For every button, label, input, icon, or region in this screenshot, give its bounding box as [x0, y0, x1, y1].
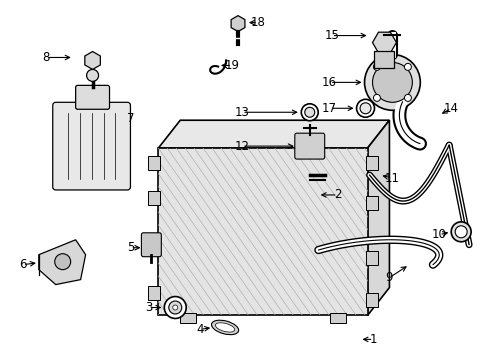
Bar: [329, 314, 345, 323]
Circle shape: [172, 305, 178, 310]
Circle shape: [404, 63, 410, 70]
Bar: [374, 50, 394, 68]
Ellipse shape: [211, 320, 238, 335]
Text: 2: 2: [333, 188, 341, 202]
FancyBboxPatch shape: [141, 233, 161, 257]
FancyBboxPatch shape: [76, 85, 109, 109]
Text: 6: 6: [19, 258, 26, 271]
Text: 4: 4: [196, 323, 203, 336]
Text: 8: 8: [42, 51, 49, 64]
Text: 13: 13: [234, 106, 249, 119]
Text: 19: 19: [224, 59, 239, 72]
Bar: [148, 156, 160, 170]
Bar: [148, 285, 160, 300]
Circle shape: [304, 107, 314, 117]
Bar: [148, 191, 160, 205]
Text: 12: 12: [234, 140, 249, 153]
Text: 15: 15: [324, 29, 338, 42]
Polygon shape: [158, 120, 388, 148]
Circle shape: [356, 99, 374, 117]
FancyBboxPatch shape: [53, 102, 130, 190]
Circle shape: [373, 63, 380, 70]
Circle shape: [168, 301, 182, 314]
Circle shape: [373, 94, 380, 102]
Text: 14: 14: [443, 102, 458, 115]
Circle shape: [359, 103, 370, 114]
Text: 16: 16: [322, 76, 337, 89]
Bar: [365, 293, 378, 306]
Text: 9: 9: [385, 271, 392, 284]
Circle shape: [454, 226, 466, 238]
Bar: [365, 156, 378, 170]
Circle shape: [404, 94, 410, 102]
Circle shape: [372, 62, 411, 102]
Bar: [158, 148, 367, 315]
Text: 10: 10: [431, 228, 446, 241]
Circle shape: [164, 297, 186, 319]
Bar: [365, 251, 378, 265]
Ellipse shape: [215, 323, 234, 332]
Circle shape: [301, 104, 318, 121]
Circle shape: [450, 222, 470, 242]
Polygon shape: [367, 120, 388, 315]
Bar: [365, 196, 378, 210]
Text: 11: 11: [384, 171, 399, 185]
Circle shape: [86, 69, 99, 81]
Polygon shape: [39, 240, 85, 285]
Text: 5: 5: [126, 241, 134, 254]
Text: 7: 7: [126, 112, 134, 125]
Bar: [148, 241, 160, 255]
Circle shape: [364, 54, 420, 110]
Bar: [180, 314, 196, 323]
FancyBboxPatch shape: [294, 133, 324, 159]
Circle shape: [55, 254, 71, 270]
Text: 18: 18: [250, 16, 265, 29]
Text: 3: 3: [144, 301, 152, 314]
Text: 1: 1: [369, 333, 376, 346]
Text: 17: 17: [322, 102, 337, 115]
